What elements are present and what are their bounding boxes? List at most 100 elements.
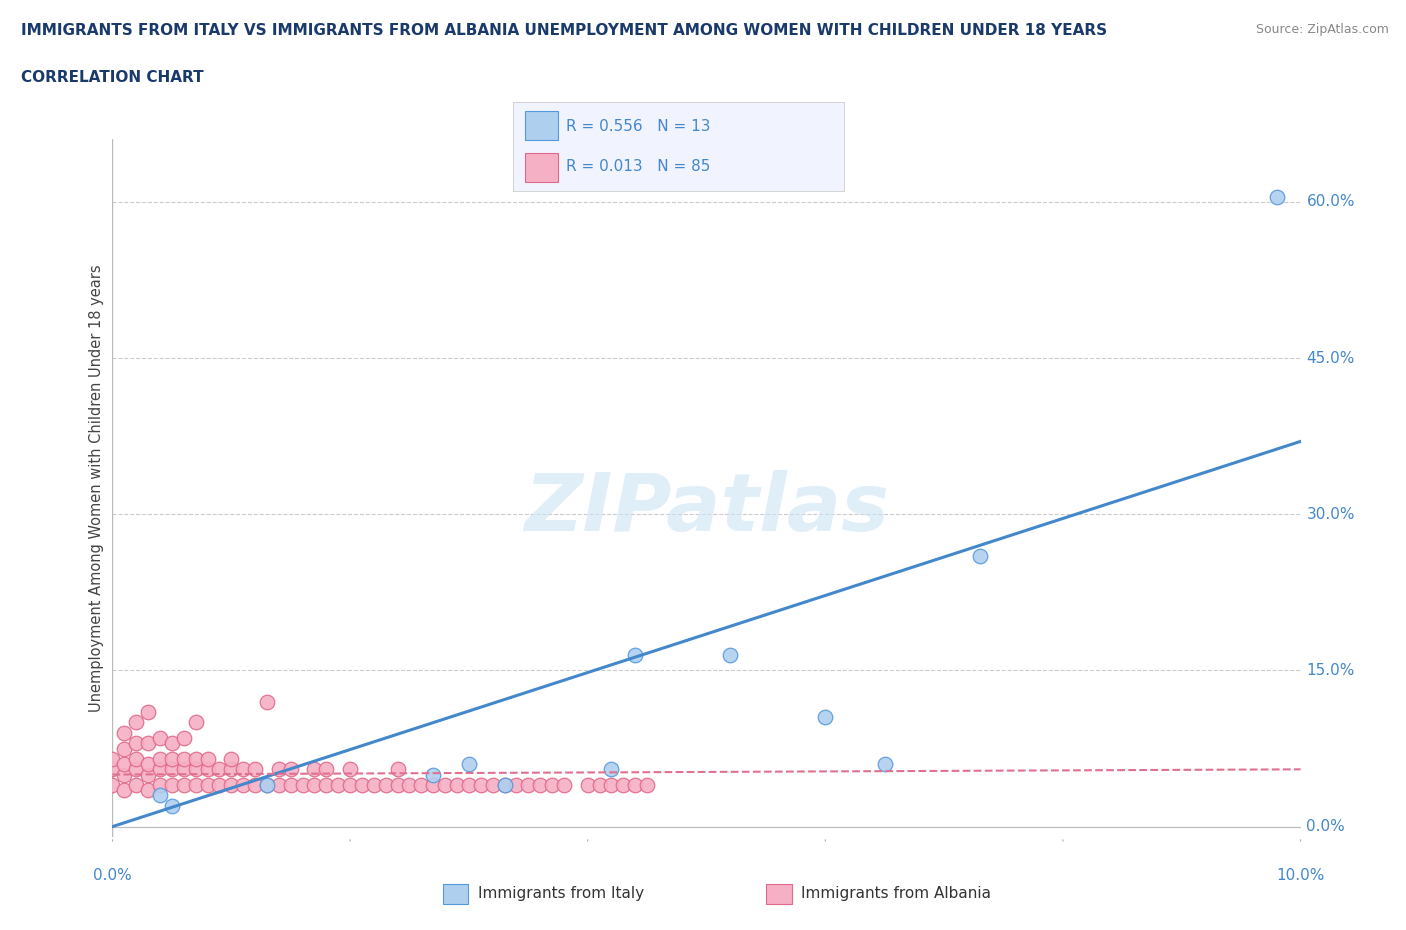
Point [256,777,278,792]
Text: R = 0.013   N = 85: R = 0.013 N = 85 [567,159,710,174]
Point [387,762,409,777]
Point [136,705,159,720]
Point [173,751,195,766]
Text: 0.0%: 0.0% [93,868,132,883]
Point [624,777,647,792]
Point [374,777,396,792]
Point [173,731,195,746]
Point [136,767,159,782]
Point [457,777,479,792]
Point [529,777,551,792]
Point [125,751,148,766]
Point [125,777,148,792]
Point [184,762,207,777]
Point [219,777,242,792]
Point [814,710,837,724]
Point [267,777,290,792]
Point [291,777,314,792]
Point [315,777,337,792]
Text: 60.0%: 60.0% [1306,194,1355,209]
Point [280,777,302,792]
Point [184,751,207,766]
Point [422,767,444,782]
Point [149,762,172,777]
Text: Immigrants from Albania: Immigrants from Albania [801,886,991,901]
Point [517,777,540,792]
Point [470,777,492,792]
Point [494,777,516,792]
Point [328,777,350,792]
Point [256,777,278,792]
Point [541,777,564,792]
Point [600,762,623,777]
Point [101,751,124,766]
Text: 15.0%: 15.0% [1306,663,1355,678]
Point [1265,190,1288,205]
Point [184,715,207,730]
Point [339,777,361,792]
Text: 45.0%: 45.0% [1306,351,1355,365]
Point [136,783,159,798]
Point [494,777,516,792]
Point [125,715,148,730]
Text: 0.0%: 0.0% [1306,819,1346,834]
Point [112,741,135,756]
Bar [524,153,558,182]
Y-axis label: Unemployment Among Women with Children Under 18 years: Unemployment Among Women with Children U… [89,264,104,712]
Point [160,777,183,792]
Point [160,736,183,751]
Point [434,777,457,792]
Point [136,736,159,751]
Point [624,647,647,662]
Point [149,751,172,766]
Point [136,757,159,772]
Point [160,762,183,777]
Point [411,777,433,792]
Point [208,762,231,777]
Point [588,777,610,792]
Point [304,777,326,792]
Point [339,762,361,777]
Point [219,751,242,766]
Text: 10.0%: 10.0% [1277,868,1324,883]
Point [636,777,658,792]
Point [304,762,326,777]
Point [969,549,991,564]
Point [398,777,420,792]
Point [112,757,135,772]
Point [149,731,172,746]
Point [363,777,385,792]
Point [243,777,266,792]
Point [232,777,254,792]
Point [505,777,527,792]
Point [160,798,183,813]
Point [280,762,302,777]
Point [446,777,468,792]
Point [553,777,575,792]
Point [457,757,479,772]
Text: 30.0%: 30.0% [1306,507,1355,522]
Point [600,777,623,792]
Point [197,777,219,792]
Point [576,777,599,792]
Point [422,777,444,792]
Point [387,777,409,792]
Text: R = 0.556   N = 13: R = 0.556 N = 13 [567,119,710,134]
Text: IMMIGRANTS FROM ITALY VS IMMIGRANTS FROM ALBANIA UNEMPLOYMENT AMONG WOMEN WITH C: IMMIGRANTS FROM ITALY VS IMMIGRANTS FROM… [21,23,1107,38]
Point [267,762,290,777]
Point [101,762,124,777]
Point [612,777,634,792]
Bar [524,112,558,140]
Point [149,777,172,792]
Text: ZIPatlas: ZIPatlas [524,471,889,548]
Point [481,777,503,792]
Point [232,762,254,777]
Point [243,762,266,777]
Point [718,647,741,662]
Point [125,762,148,777]
Point [256,694,278,709]
Point [873,757,896,772]
Text: CORRELATION CHART: CORRELATION CHART [21,70,204,85]
Point [173,777,195,792]
Point [125,736,148,751]
